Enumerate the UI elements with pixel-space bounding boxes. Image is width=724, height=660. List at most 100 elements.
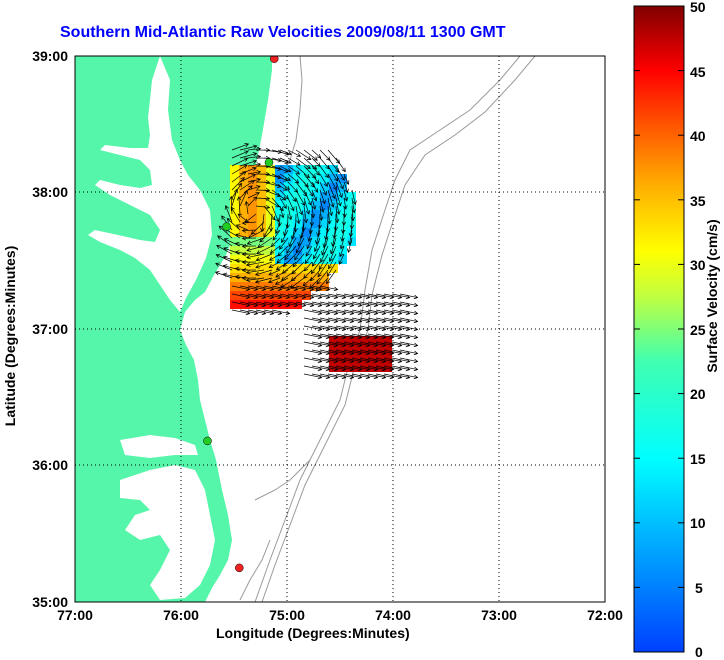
station-marker[interactable]: [235, 563, 244, 573]
velocity-arrow: [327, 189, 335, 208]
velocity-arrow: [335, 173, 344, 190]
velocity-cell: [374, 336, 383, 345]
velocity-cell: [311, 210, 320, 219]
velocity-arrow: [319, 173, 328, 187]
velocity-cell: [302, 192, 311, 201]
velocity-arrow: [229, 195, 234, 215]
colorbar-label: Surface Velocity (cm/s): [704, 219, 720, 373]
x-tick-label: 73:00: [481, 607, 517, 623]
velocity-arrow: [303, 181, 314, 197]
velocity-cell: [302, 174, 311, 183]
velocity-cell: [230, 174, 239, 183]
velocity-cell: [248, 174, 257, 183]
velocity-arrow: [279, 181, 291, 191]
velocity-cell: [257, 291, 266, 300]
vector-arrows: [214, 143, 419, 380]
velocity-arrow: [311, 197, 317, 211]
velocity-cell: [311, 192, 320, 201]
velocity-arrow: [236, 196, 242, 215]
x-tick-label: 72:00: [587, 607, 623, 623]
velocity-cell: [248, 282, 257, 291]
velocity-cell: [338, 192, 347, 201]
velocity-cell: [365, 363, 374, 372]
velocity-arrow: [287, 189, 297, 203]
map-title: Southern Mid-Atlantic Raw Velocities 200…: [60, 24, 506, 41]
velocity-arrow: [274, 277, 289, 285]
velocity-arrow: [271, 205, 280, 223]
velocity-cell: [293, 237, 302, 246]
velocity-cell: [302, 291, 311, 300]
velocity-arrow: [340, 221, 346, 234]
velocity-cell: [329, 228, 338, 237]
velocity-cell: [338, 354, 347, 363]
station-marker[interactable]: [270, 55, 279, 63]
velocity-cell: [230, 165, 239, 174]
velocity-arrow: [304, 253, 313, 265]
velocity-cell: [302, 183, 311, 192]
velocity-arrow: [268, 261, 281, 268]
velocity-cell: [293, 174, 302, 183]
velocity-cell: [320, 264, 329, 273]
velocity-arrow: [268, 269, 281, 276]
velocity-cell: [275, 246, 284, 255]
velocity-cell: [275, 264, 284, 273]
colorbar-tick-label: 45: [690, 64, 706, 80]
velocity-cell: [347, 336, 356, 345]
velocity-arrow: [254, 277, 273, 284]
velocity-cell: [239, 291, 248, 300]
station-marker[interactable]: [264, 158, 274, 167]
velocity-cell: [320, 165, 329, 174]
velocity-arrow: [297, 229, 305, 247]
y-tick-label: 38:00: [32, 184, 68, 200]
velocity-cell: [239, 246, 248, 255]
velocity-arrow: [234, 274, 249, 280]
velocity-arrow: [327, 261, 337, 277]
velocity-arrow: [307, 229, 313, 242]
velocity-arrow: [335, 189, 342, 207]
velocity-cell: [248, 246, 257, 255]
velocity-arrow: [399, 325, 419, 332]
velocity-arrow: [295, 149, 312, 161]
velocity-arrow: [295, 237, 305, 254]
velocity-cell: [275, 201, 284, 210]
velocity-arrow: [247, 196, 258, 207]
velocity-arrow: [319, 157, 330, 170]
velocity-arrow: [231, 164, 248, 175]
velocity-cell: [338, 201, 347, 210]
velocity-arrow: [241, 259, 257, 265]
velocity-arrow: [335, 197, 341, 215]
velocity-cell: [338, 219, 347, 228]
station-marker[interactable]: [222, 222, 231, 231]
velocity-arrow: [279, 197, 287, 210]
velocity-arrow: [335, 181, 343, 199]
velocity-cell: [248, 201, 257, 210]
velocity-arrow: [317, 213, 323, 230]
velocity-cell: [257, 264, 266, 273]
velocity-cell: [266, 219, 275, 228]
velocity-arrow: [399, 373, 419, 380]
y-tick-label: 39:00: [32, 48, 68, 64]
velocity-arrow: [284, 245, 297, 261]
velocity-arrow: [327, 181, 336, 200]
velocity-arrow: [241, 251, 257, 257]
velocity-cell: [338, 255, 347, 264]
velocity-cell: [356, 354, 365, 363]
velocity-cell: [230, 255, 239, 264]
velocity-cell: [347, 219, 356, 228]
velocity-arrow: [312, 245, 321, 260]
colorbar-tick-label: 20: [690, 386, 706, 402]
map-area[interactable]: [75, 55, 605, 602]
station-marker[interactable]: [203, 436, 212, 446]
velocity-cell: [338, 210, 347, 219]
velocity-arrow: [399, 349, 419, 356]
velocity-arrow: [279, 237, 289, 250]
velocity-arrow: [280, 269, 297, 281]
velocity-cell: [320, 201, 329, 210]
velocity-arrow: [399, 293, 419, 300]
velocity-arrow: [241, 267, 257, 273]
velocity-cell: [284, 165, 293, 174]
velocity-cell: [284, 192, 293, 201]
velocity-arrow: [311, 189, 318, 202]
velocity-cell: [248, 210, 257, 219]
velocity-arrow: [255, 188, 271, 193]
